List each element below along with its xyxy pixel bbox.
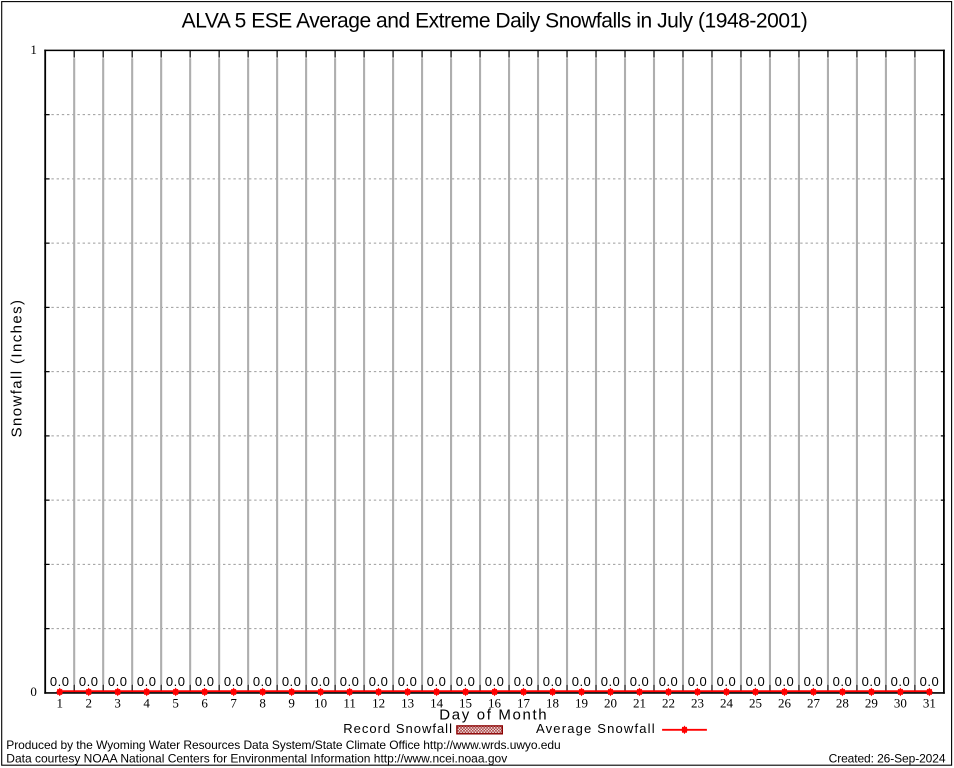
svg-text:21: 21 (633, 696, 646, 711)
svg-text:0: 0 (30, 684, 37, 699)
svg-text:1: 1 (56, 696, 63, 711)
svg-text:4: 4 (143, 696, 150, 711)
svg-text:0.0: 0.0 (601, 674, 621, 689)
svg-text:29: 29 (865, 696, 878, 711)
svg-text:0.0: 0.0 (659, 674, 679, 689)
svg-text:Day of Month: Day of Month (439, 707, 548, 724)
svg-text:0.0: 0.0 (79, 674, 99, 689)
svg-text:Produced by the Wyoming Water: Produced by the Wyoming Water Resources … (6, 738, 560, 752)
svg-text:0.0: 0.0 (340, 674, 360, 689)
svg-text:13: 13 (401, 696, 414, 711)
svg-text:16: 16 (488, 696, 502, 711)
svg-text:0.0: 0.0 (50, 674, 70, 689)
svg-text:0.0: 0.0 (572, 674, 592, 689)
svg-text:0.0: 0.0 (862, 674, 882, 689)
svg-text:0.0: 0.0 (630, 674, 650, 689)
svg-text:17: 17 (517, 696, 531, 711)
svg-text:Data courtesy NOAA National Ce: Data courtesy NOAA National Centers for … (6, 751, 507, 765)
svg-text:24: 24 (720, 696, 734, 711)
svg-text:0.0: 0.0 (920, 674, 940, 689)
svg-text:31: 31 (923, 696, 936, 711)
svg-text:3: 3 (114, 696, 121, 711)
svg-text:10: 10 (314, 696, 327, 711)
svg-text:28: 28 (836, 696, 849, 711)
svg-text:0.0: 0.0 (253, 674, 273, 689)
svg-text:0.0: 0.0 (195, 674, 215, 689)
svg-text:9: 9 (288, 696, 295, 711)
svg-text:20: 20 (604, 696, 617, 711)
svg-text:25: 25 (749, 696, 762, 711)
svg-text:22: 22 (662, 696, 675, 711)
svg-text:0.0: 0.0 (369, 674, 389, 689)
svg-text:0.0: 0.0 (746, 674, 766, 689)
svg-text:0.0: 0.0 (514, 674, 534, 689)
svg-text:0.0: 0.0 (282, 674, 302, 689)
svg-text:27: 27 (807, 696, 821, 711)
svg-text:12: 12 (372, 696, 385, 711)
svg-text:0.0: 0.0 (688, 674, 708, 689)
svg-text:1: 1 (30, 42, 37, 57)
svg-text:0.0: 0.0 (166, 674, 186, 689)
svg-text:Snowfall (Inches): Snowfall (Inches) (9, 299, 26, 438)
svg-text:2: 2 (85, 696, 92, 711)
svg-text:0.0: 0.0 (427, 674, 447, 689)
svg-text:5: 5 (172, 696, 179, 711)
svg-text:7: 7 (230, 696, 237, 711)
svg-text:0.0: 0.0 (717, 674, 737, 689)
svg-text:Created: 26-Sep-2024: Created: 26-Sep-2024 (829, 751, 946, 765)
svg-text:0.0: 0.0 (224, 674, 244, 689)
svg-text:Record Snowfall: Record Snowfall (343, 721, 453, 736)
svg-text:0.0: 0.0 (485, 674, 505, 689)
svg-text:18: 18 (546, 696, 559, 711)
svg-text:0.0: 0.0 (891, 674, 911, 689)
svg-text:11: 11 (343, 696, 356, 711)
svg-text:0.0: 0.0 (311, 674, 331, 689)
svg-text:26: 26 (778, 696, 792, 711)
svg-text:0.0: 0.0 (137, 674, 157, 689)
svg-text:19: 19 (575, 696, 588, 711)
svg-text:14: 14 (430, 696, 444, 711)
svg-text:15: 15 (459, 696, 472, 711)
svg-text:23: 23 (691, 696, 704, 711)
svg-text:6: 6 (201, 696, 208, 711)
svg-text:0.0: 0.0 (456, 674, 476, 689)
svg-text:Average Snowfall: Average Snowfall (536, 721, 656, 736)
svg-text:0.0: 0.0 (804, 674, 824, 689)
svg-text:0.0: 0.0 (833, 674, 853, 689)
svg-text:0.0: 0.0 (108, 674, 128, 689)
svg-text:0.0: 0.0 (543, 674, 563, 689)
svg-text:8: 8 (259, 696, 266, 711)
svg-text:0.0: 0.0 (775, 674, 795, 689)
svg-text:0.0: 0.0 (398, 674, 418, 689)
svg-text:ALVA 5 ESE Average and Extreme: ALVA 5 ESE Average and Extreme Daily Sno… (182, 9, 808, 32)
svg-text:30: 30 (894, 696, 907, 711)
